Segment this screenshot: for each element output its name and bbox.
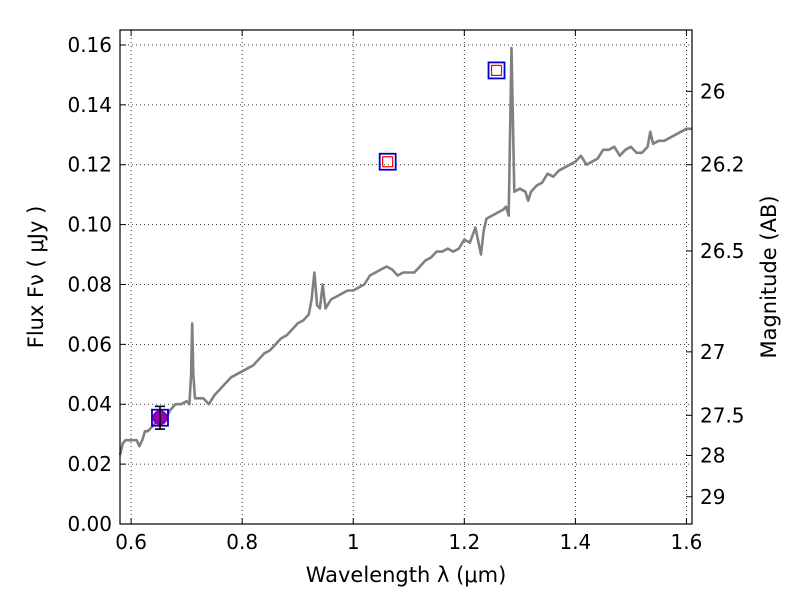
y-axis-label-text: Flux Fν ( μJy ) — [24, 206, 48, 349]
photometry-inner-square — [490, 64, 503, 77]
photometry-inner-square — [382, 156, 394, 168]
right-tick-label: 26.5 — [700, 239, 745, 263]
x-tick-label: 1.4 — [559, 530, 591, 554]
y-tick-label: 0.16 — [67, 33, 112, 57]
y-tick-label: 0.10 — [67, 213, 112, 237]
y-tick-label: 0.08 — [67, 272, 112, 296]
y-tick-label: 0.04 — [67, 392, 112, 416]
grid-lines — [120, 30, 692, 525]
spectrum-line — [118, 46, 692, 456]
x-tick-label: 0.8 — [226, 530, 258, 554]
x-tick-label: 0.6 — [115, 530, 147, 554]
axis-ticks: 0.6 0.8 1 1.2 1.4 1.6 0.00 0.02 0.04 0.06 0.08 0.10… — [67, 30, 745, 554]
y-tick-label: 0.14 — [67, 93, 112, 117]
y-tick-label: 0.06 — [67, 332, 112, 356]
y-tick-label: 0.02 — [67, 452, 112, 476]
photometry-square-marker — [487, 61, 506, 80]
spectrum-series — [118, 46, 692, 456]
y-axis-label: Flux Fν ( μJy ) — [24, 206, 48, 349]
x-tick-label: 1.2 — [448, 530, 480, 554]
x-tick-label: 1.6 — [671, 530, 703, 554]
photometry-square-marker — [378, 152, 397, 171]
x-axis-label-text: Wavelength λ (μm) — [306, 563, 507, 587]
y-tick-label: 0.12 — [67, 153, 112, 177]
plot-frame — [119, 29, 693, 525]
right-axis-label: Magnitude (AB) — [757, 195, 781, 358]
right-tick-label: 26.2 — [700, 153, 745, 177]
right-tick-label: 29 — [700, 485, 725, 509]
x-tick-label: 1 — [347, 530, 360, 554]
right-tick-label: 27.5 — [700, 403, 745, 427]
right-tick-label: 28 — [700, 443, 725, 467]
y-tick-label: 0.00 — [67, 512, 112, 536]
right-tick-label: 26 — [700, 79, 725, 103]
x-axis-label: Wavelength λ (μm) — [306, 563, 507, 587]
right-tick-label: 27 — [700, 340, 725, 364]
photometry-points — [151, 61, 506, 430]
right-axis-label-text: Magnitude (AB) — [757, 195, 781, 358]
